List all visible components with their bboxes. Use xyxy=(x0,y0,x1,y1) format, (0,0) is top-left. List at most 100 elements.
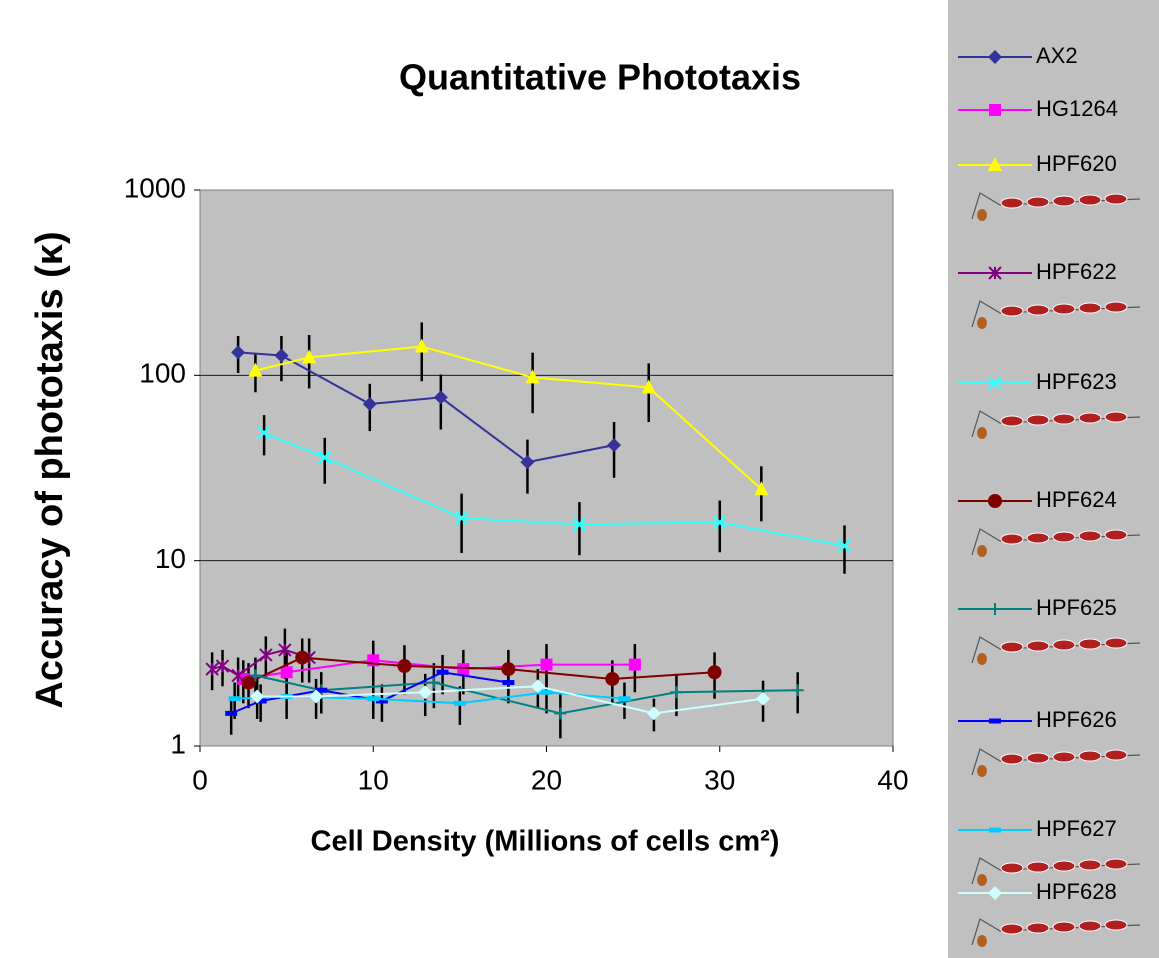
marker xyxy=(375,698,388,704)
y-tick-label: 1 xyxy=(170,728,186,759)
domain-icon xyxy=(971,636,1141,665)
series-line xyxy=(255,345,763,490)
domain-icon-part xyxy=(1104,529,1128,541)
marker xyxy=(791,684,804,697)
marker xyxy=(989,827,1001,833)
marker xyxy=(670,686,683,699)
y-tick-label: 1000 xyxy=(124,172,186,203)
marker xyxy=(259,648,273,662)
domain-icon-part xyxy=(1026,752,1050,764)
marker xyxy=(427,676,440,689)
marker xyxy=(414,338,429,353)
domain-icon-part xyxy=(1078,859,1102,871)
marker xyxy=(530,679,545,694)
marker xyxy=(502,680,515,686)
domain-icon-part xyxy=(1026,861,1050,873)
marker xyxy=(988,266,1002,280)
domain-icon xyxy=(971,410,1141,439)
marker xyxy=(457,663,470,676)
marker xyxy=(572,517,587,532)
domain-icon-part xyxy=(1078,638,1102,650)
marker xyxy=(607,438,622,453)
marker xyxy=(295,650,310,665)
legend-label: HPF626 xyxy=(1036,707,1117,732)
marker xyxy=(453,700,466,706)
domain-icon-part xyxy=(1026,922,1050,934)
domain-icon xyxy=(971,918,1141,947)
marker xyxy=(646,706,661,721)
domain-icon-part xyxy=(1026,532,1050,544)
marker xyxy=(525,369,540,384)
series-line xyxy=(238,351,615,464)
x-tick-label: 10 xyxy=(358,764,389,795)
domain-icon-part xyxy=(977,874,987,886)
marker xyxy=(756,691,771,706)
domain-icon xyxy=(971,300,1141,329)
domain-icon-part xyxy=(977,545,987,557)
series-line xyxy=(257,685,764,715)
domain-icon-part xyxy=(977,935,987,947)
series-line xyxy=(248,656,715,684)
domain-icon-part xyxy=(1078,920,1102,932)
legend-label: HPF625 xyxy=(1036,595,1117,620)
domain-icon-part xyxy=(1052,860,1076,872)
marker xyxy=(628,658,641,671)
domain-icon-part xyxy=(1026,196,1050,208)
domain-icon-part xyxy=(1078,530,1102,542)
domain-icon xyxy=(971,528,1141,557)
marker xyxy=(540,658,553,671)
marker xyxy=(436,669,449,675)
marker xyxy=(540,689,553,695)
marker xyxy=(315,687,328,693)
domain-icon-part xyxy=(977,653,987,665)
legend-label: HPF623 xyxy=(1036,369,1117,394)
marker xyxy=(554,707,567,720)
marker xyxy=(501,662,516,677)
marker xyxy=(302,349,317,364)
domain-icon-part xyxy=(977,765,987,777)
domain-icon-part xyxy=(1104,637,1128,649)
chart-title: Quantitative Phototaxis xyxy=(399,57,801,98)
series-line xyxy=(263,431,845,547)
marker xyxy=(520,455,535,470)
marker xyxy=(280,666,293,679)
legend-label: AX2 xyxy=(1036,43,1078,68)
marker xyxy=(241,675,256,690)
domain-icon-part xyxy=(1104,858,1128,870)
domain-icon-part xyxy=(1104,749,1128,761)
marker xyxy=(231,345,246,360)
domain-icon-part xyxy=(1104,919,1128,931)
marker xyxy=(205,662,219,676)
marker xyxy=(317,450,332,465)
y-tick-label: 10 xyxy=(155,543,186,574)
marker xyxy=(989,603,1001,615)
marker xyxy=(225,710,238,716)
domain-icon-part xyxy=(1078,750,1102,762)
marker xyxy=(707,665,722,680)
domain-icon-part xyxy=(1052,531,1076,543)
marker xyxy=(837,539,852,553)
marker xyxy=(433,390,448,405)
domain-icon-part xyxy=(1078,302,1102,314)
domain-icon-part xyxy=(1026,640,1050,652)
marker xyxy=(228,696,241,702)
marker xyxy=(605,671,620,686)
marker xyxy=(418,685,433,700)
legend-label: HG1264 xyxy=(1036,96,1118,121)
domain-icon xyxy=(971,192,1141,221)
legend-label: HPF622 xyxy=(1036,259,1117,284)
marker xyxy=(988,50,1002,64)
domain-icon-part xyxy=(1000,753,1024,765)
legend-box xyxy=(948,0,1159,958)
domain-icon-part xyxy=(1026,304,1050,316)
marker xyxy=(309,689,324,704)
marker xyxy=(278,643,292,657)
y-axis-label: Accuracy of phototaxis (κ) xyxy=(29,231,71,708)
domain-icon xyxy=(971,857,1141,886)
legend-label: HPF627 xyxy=(1036,816,1117,841)
marker xyxy=(248,362,263,377)
domain-icon-part xyxy=(1000,923,1024,935)
marker xyxy=(397,659,412,674)
legend-label: HPF620 xyxy=(1036,151,1117,176)
